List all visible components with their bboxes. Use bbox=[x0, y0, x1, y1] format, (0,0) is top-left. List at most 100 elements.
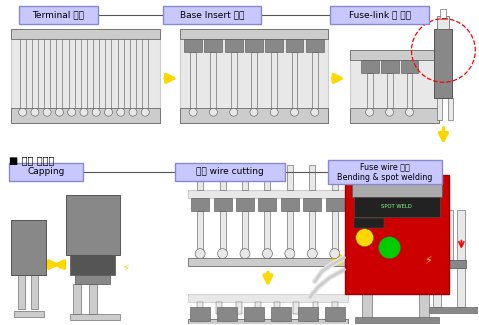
Bar bbox=[245, 39, 263, 52]
Bar bbox=[219, 165, 226, 190]
Circle shape bbox=[356, 229, 374, 247]
Text: ⚡: ⚡ bbox=[55, 263, 62, 273]
Bar bbox=[354, 317, 439, 323]
Bar bbox=[332, 302, 338, 314]
Bar bbox=[430, 307, 479, 313]
Bar bbox=[163, 6, 261, 24]
Bar bbox=[188, 294, 348, 302]
Circle shape bbox=[117, 108, 125, 116]
Bar bbox=[293, 302, 299, 314]
Bar bbox=[345, 175, 449, 294]
Text: Fuse wire 구성
Bending & spot welding: Fuse wire 구성 Bending & spot welding bbox=[337, 162, 433, 182]
Bar bbox=[9, 163, 83, 181]
Circle shape bbox=[56, 108, 63, 116]
Bar bbox=[387, 73, 393, 108]
Bar bbox=[420, 294, 430, 319]
Bar bbox=[325, 307, 345, 321]
Bar bbox=[130, 39, 136, 108]
Bar bbox=[366, 73, 373, 108]
Bar bbox=[285, 39, 304, 52]
Bar bbox=[90, 284, 97, 314]
Bar bbox=[287, 211, 293, 251]
Circle shape bbox=[240, 249, 250, 259]
Bar bbox=[76, 275, 110, 284]
Bar bbox=[350, 50, 439, 60]
Bar bbox=[303, 198, 321, 211]
Text: Terminal 구성: Terminal 구성 bbox=[33, 10, 84, 19]
Bar bbox=[66, 195, 120, 254]
Bar bbox=[352, 175, 443, 197]
Bar bbox=[274, 302, 280, 314]
Circle shape bbox=[308, 249, 317, 259]
Bar bbox=[219, 211, 226, 251]
Bar bbox=[32, 39, 38, 108]
Bar bbox=[326, 198, 344, 211]
Bar bbox=[236, 198, 254, 211]
Circle shape bbox=[291, 108, 298, 116]
Bar bbox=[190, 52, 196, 108]
Bar bbox=[362, 294, 372, 319]
Bar bbox=[281, 198, 299, 211]
Bar bbox=[81, 39, 87, 108]
Bar bbox=[244, 307, 264, 321]
Bar bbox=[457, 210, 465, 260]
Bar bbox=[205, 39, 222, 52]
Text: ⚡: ⚡ bbox=[122, 263, 129, 273]
Bar bbox=[197, 165, 203, 190]
Bar bbox=[354, 218, 384, 228]
Circle shape bbox=[311, 108, 319, 116]
Bar bbox=[18, 275, 24, 309]
Bar bbox=[31, 275, 37, 309]
Bar bbox=[210, 52, 217, 108]
Bar bbox=[73, 284, 81, 314]
Bar bbox=[251, 52, 257, 108]
Bar bbox=[445, 210, 454, 260]
Circle shape bbox=[141, 108, 149, 116]
Circle shape bbox=[195, 249, 205, 259]
Bar bbox=[217, 302, 222, 314]
Bar bbox=[354, 197, 440, 217]
Bar bbox=[448, 98, 454, 120]
Bar bbox=[180, 29, 328, 123]
Bar bbox=[236, 302, 241, 314]
Text: Base Insert 사출: Base Insert 사출 bbox=[180, 10, 244, 19]
Bar bbox=[191, 198, 209, 211]
Circle shape bbox=[406, 108, 413, 116]
Bar bbox=[188, 324, 348, 325]
Bar bbox=[265, 39, 283, 52]
Bar bbox=[432, 260, 467, 267]
Bar bbox=[350, 50, 439, 123]
Circle shape bbox=[285, 249, 295, 259]
Circle shape bbox=[19, 108, 27, 116]
Bar bbox=[19, 6, 98, 24]
Bar bbox=[93, 39, 99, 108]
Bar bbox=[264, 165, 271, 190]
Circle shape bbox=[250, 108, 258, 116]
Bar bbox=[105, 39, 112, 108]
Circle shape bbox=[189, 108, 197, 116]
Circle shape bbox=[270, 108, 278, 116]
Bar bbox=[188, 319, 348, 324]
Bar bbox=[332, 211, 338, 251]
Circle shape bbox=[386, 108, 394, 116]
Bar bbox=[231, 52, 237, 108]
Bar bbox=[11, 108, 160, 123]
Circle shape bbox=[209, 108, 217, 116]
Bar bbox=[190, 307, 210, 321]
Bar bbox=[298, 307, 318, 321]
Bar bbox=[118, 39, 124, 108]
Bar bbox=[328, 160, 443, 184]
Bar bbox=[309, 211, 315, 251]
Bar bbox=[11, 220, 46, 275]
Bar bbox=[332, 165, 338, 190]
Text: Capping: Capping bbox=[27, 167, 65, 176]
Bar bbox=[400, 60, 419, 73]
Bar bbox=[57, 39, 62, 108]
Bar bbox=[433, 267, 442, 307]
Bar bbox=[180, 29, 328, 39]
Bar bbox=[292, 52, 297, 108]
Bar bbox=[11, 29, 160, 39]
Bar bbox=[188, 190, 348, 198]
Bar bbox=[433, 210, 442, 260]
Circle shape bbox=[31, 108, 39, 116]
